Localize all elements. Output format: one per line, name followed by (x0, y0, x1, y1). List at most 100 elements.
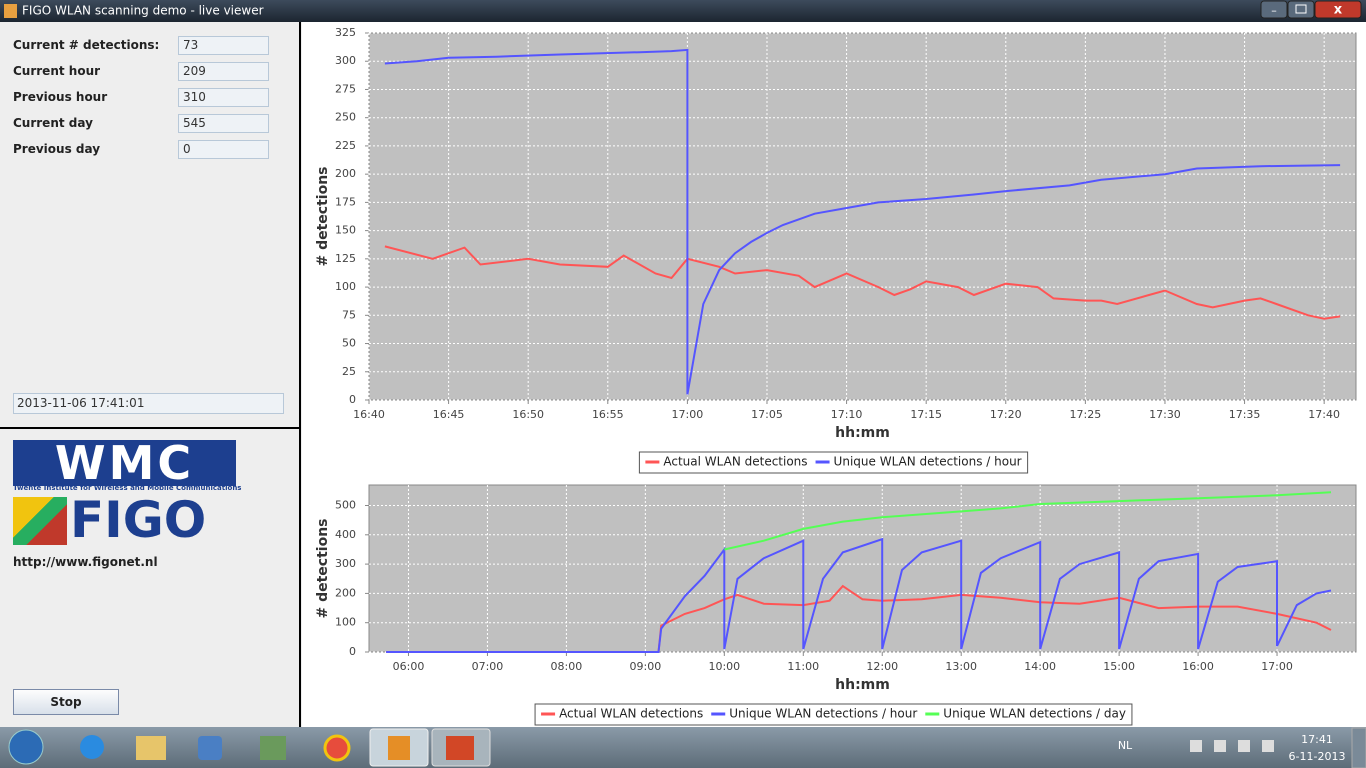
minimize-glyph: – (1271, 4, 1277, 17)
x-tick-label: 16:00 (1182, 660, 1214, 673)
legend-frame (638, 451, 1029, 474)
x-tick-label: 14:00 (1024, 660, 1056, 673)
timestamp: 2013-11-06 17:41:01 (13, 393, 284, 414)
legend-label: Unique WLAN detections / day (943, 707, 1126, 721)
x-tick-label: 12:00 (866, 660, 898, 673)
minimize-button[interactable] (1260, 0, 1288, 19)
x-tick-label: 10:00 (708, 660, 740, 673)
y-tick-label: 500 (335, 499, 356, 512)
x-tick-label: 17:00 (1261, 660, 1293, 673)
field-value: 209 (178, 62, 269, 81)
stop-button[interactable]: Stop (13, 689, 119, 715)
legend-label: Unique WLAN detections / hour (729, 707, 917, 721)
x-axis-label: hh:mm (835, 677, 890, 693)
y-tick-label: 325 (335, 26, 356, 39)
y-tick-label: 300 (335, 557, 356, 570)
y-tick-label: 100 (335, 280, 356, 293)
y-tick-label: 275 (335, 82, 356, 95)
field-label: Current hour (13, 64, 101, 78)
legend-label: Actual WLAN detections (559, 707, 703, 721)
x-tick-label: 15:00 (1103, 660, 1135, 673)
x-axis-label: hh:mm (835, 425, 890, 441)
maximize-button[interactable] (1287, 0, 1315, 19)
y-tick-label: 100 (335, 616, 356, 629)
left-panel (0, 22, 300, 727)
x-tick-label: 16:55 (592, 408, 624, 421)
y-tick-label: 300 (335, 54, 356, 67)
x-tick-label: 07:00 (472, 660, 504, 673)
language-indicator[interactable]: NL (1118, 739, 1133, 752)
maximize-glyph (1295, 4, 1307, 14)
wmc-logo: WMC (13, 440, 236, 486)
y-tick-label: 225 (335, 139, 356, 152)
field-label: Previous day (13, 142, 101, 156)
ie-icon (80, 735, 104, 759)
close-glyph: x (1334, 3, 1343, 18)
clock-time[interactable]: 17:41 (1301, 733, 1333, 746)
tray-icon[interactable] (1262, 740, 1274, 752)
x-tick-label: 17:00 (672, 408, 704, 421)
window-title: FIGO WLAN scanning demo - live viewer (22, 4, 264, 18)
field-value: 545 (178, 114, 269, 133)
data-line (724, 491, 1332, 551)
x-tick-label: 17:40 (1308, 408, 1340, 421)
x-tick-label: 17:25 (1070, 408, 1102, 421)
y-tick-label: 250 (335, 111, 356, 124)
legend: Actual WLAN detections Unique WLAN detect… (534, 703, 1133, 726)
y-axis-label: # detections (315, 166, 331, 266)
y-tick-label: 400 (335, 528, 356, 541)
y-tick-label: 175 (335, 195, 356, 208)
legend-label: Actual WLAN detections (663, 455, 807, 469)
y-tick-label: 75 (342, 308, 356, 321)
x-tick-label: 17:20 (990, 408, 1022, 421)
y-tick-label: 25 (342, 365, 356, 378)
clock-date[interactable]: 6-11-2013 (1289, 750, 1346, 763)
tray-icon[interactable] (1214, 740, 1226, 752)
x-tick-label: 11:00 (787, 660, 819, 673)
legend: Actual WLAN detections Unique WLAN detect… (638, 451, 1029, 474)
tray-icon[interactable] (1190, 740, 1202, 752)
plot-area (368, 32, 1357, 401)
close-button[interactable] (1314, 0, 1362, 19)
show-desktop[interactable] (1351, 727, 1366, 768)
start-button[interactable] (8, 729, 44, 765)
figo-emblem (13, 497, 67, 545)
app-icon (4, 4, 17, 18)
app-icon-2[interactable] (260, 736, 286, 760)
x-tick-label: 16:45 (433, 408, 465, 421)
legend-frame (534, 703, 1133, 726)
y-tick-label: 125 (335, 252, 356, 265)
tray-icon[interactable] (1238, 740, 1250, 752)
x-tick-label: 17:15 (910, 408, 942, 421)
x-tick-label: 08:00 (551, 660, 583, 673)
field-value: 73 (178, 36, 269, 55)
media-icon[interactable] (198, 736, 222, 760)
y-tick-label: 0 (349, 393, 356, 406)
data-line (386, 537, 1332, 653)
y-tick-label: 200 (335, 586, 356, 599)
field-label: Previous hour (13, 90, 108, 104)
url[interactable]: http://www.figonet.nl (13, 555, 158, 569)
taskbar (0, 727, 1366, 768)
figo-logo: FIGO (70, 491, 207, 549)
x-tick-label: 17:10 (831, 408, 863, 421)
data-line (384, 245, 1341, 320)
y-tick-label: 0 (349, 645, 356, 658)
x-tick-label: 16:40 (353, 408, 385, 421)
legend-label: Unique WLAN detections / hour (834, 455, 1022, 469)
x-tick-label: 17:30 (1149, 408, 1181, 421)
field-label: Current # detections: (13, 38, 160, 52)
java-icon (388, 736, 410, 760)
x-tick-label: 13:00 (945, 660, 977, 673)
plot-area (368, 484, 1357, 653)
powerpoint-icon (446, 736, 474, 760)
chrome-icon[interactable] (323, 734, 351, 762)
field-value: 310 (178, 88, 269, 107)
y-tick-label: 50 (342, 337, 356, 350)
explorer-icon[interactable] (136, 736, 166, 760)
x-tick-label: 17:35 (1229, 408, 1261, 421)
data-line (384, 48, 1341, 395)
x-tick-label: 16:50 (512, 408, 544, 421)
